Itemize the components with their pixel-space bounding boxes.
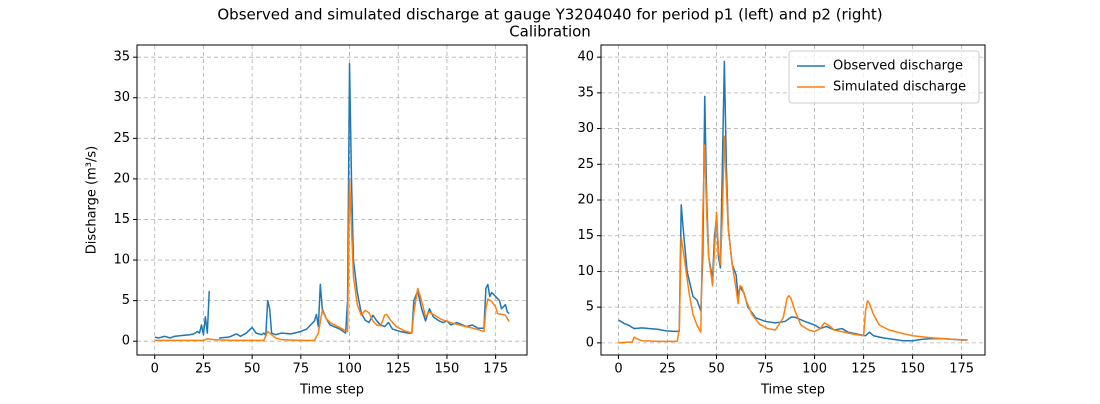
x-tick-label: 50	[708, 362, 725, 377]
x-tick-label: 25	[195, 362, 212, 377]
x-tick-label: 125	[851, 362, 876, 377]
x-tick-label: 125	[386, 362, 411, 377]
y-tick-label: 10	[577, 264, 594, 279]
x-tick-label: 175	[949, 362, 974, 377]
figure-subtitle: Calibration	[509, 23, 591, 41]
data-line	[154, 178, 510, 342]
y-tick-label: 0	[586, 335, 594, 350]
axes-frame	[136, 44, 528, 356]
x-tick-label: 100	[337, 362, 362, 377]
y-tick-label: 5	[122, 293, 130, 308]
x-axis-label: Time step	[299, 383, 364, 398]
x-axis-label: Time step	[760, 383, 825, 398]
y-tick-label: 25	[577, 157, 594, 172]
y-tick-label: 0	[122, 334, 130, 349]
legend-label: Simulated discharge	[833, 80, 966, 95]
x-tick-label: 150	[900, 362, 925, 377]
y-tick-label: 20	[113, 171, 130, 186]
y-tick-label: 30	[113, 90, 130, 105]
legend-box	[788, 50, 980, 104]
y-tick-label: 35	[577, 85, 594, 100]
y-tick-label: 5	[586, 300, 594, 315]
x-tick-label: 50	[244, 362, 261, 377]
y-tick-label: 15	[113, 212, 130, 227]
axes-frame	[600, 44, 986, 356]
y-tick-label: 25	[113, 131, 130, 146]
x-tick-label: 100	[802, 362, 827, 377]
data-line	[154, 62, 510, 339]
plot-area	[154, 62, 510, 342]
x-tick-label: 0	[614, 362, 622, 377]
data-line	[618, 135, 968, 344]
y-tick-label: 20	[577, 193, 594, 208]
figure-title: Observed and simulated discharge at gaug…	[217, 6, 882, 24]
y-tick-label: 15	[577, 228, 594, 243]
x-tick-label: 75	[757, 362, 774, 377]
x-tick-label: 150	[435, 362, 460, 377]
y-tick-label: 10	[113, 253, 130, 268]
y-axis-label: Discharge (m³/s)	[85, 146, 100, 254]
y-tick-label: 40	[577, 50, 594, 65]
x-tick-label: 175	[483, 362, 508, 377]
plot-area	[618, 60, 968, 344]
legend-label: Observed discharge	[833, 59, 963, 74]
y-tick-label: 35	[113, 50, 130, 65]
x-tick-label: 0	[151, 362, 159, 377]
x-tick-label: 25	[659, 362, 676, 377]
y-tick-label: 30	[577, 121, 594, 136]
x-tick-label: 75	[293, 362, 310, 377]
data-line	[618, 60, 968, 342]
